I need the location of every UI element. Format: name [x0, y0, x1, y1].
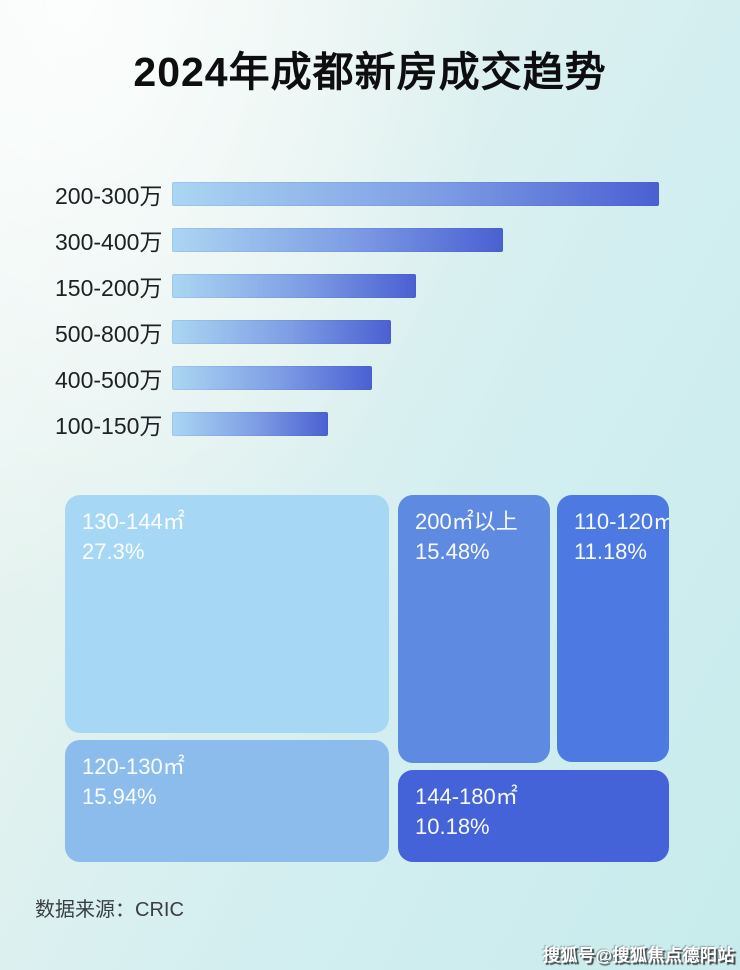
bar-label: 150-200万: [55, 275, 163, 301]
watermark: 搜狐号@搜狐焦点德阳站: [542, 946, 735, 965]
data-source-label: 数据来源：CRIC: [35, 899, 184, 921]
bar: [172, 320, 391, 344]
tile-label: 144-180㎡: [415, 784, 518, 809]
bar-row: 500-800万: [55, 320, 659, 347]
bar-row: 400-500万: [55, 366, 659, 393]
page-title: 2024年成都新房成交趋势: [133, 49, 607, 95]
bar: [172, 412, 328, 436]
bar-label: 400-500万: [55, 367, 163, 393]
bar-label: 200-300万: [55, 183, 163, 209]
tile-label: 200㎡以上: [415, 509, 518, 534]
tile-label: 110-120㎡: [574, 509, 669, 534]
bar-label: 500-800万: [55, 321, 163, 347]
treemap-tile: 110-120㎡ 11.18%: [557, 495, 669, 762]
bar: [172, 182, 659, 206]
tile-percent: 10.18%: [415, 813, 490, 839]
tile-percent: 11.18%: [574, 538, 647, 564]
area-treemap: 130-144㎡ 27.3% 200㎡以上 15.48% 110-120㎡ 11…: [65, 495, 670, 862]
price-range-bar-chart: 200-300万 300-400万 150-200万 500-800万 400-…: [55, 182, 659, 439]
bar-row: 300-400万: [55, 228, 659, 255]
tile-percent: 15.94%: [82, 783, 157, 809]
bar-row: 200-300万: [55, 182, 659, 209]
bar: [172, 366, 372, 390]
bar: [172, 274, 416, 298]
tile-label: 130-144㎡: [82, 509, 185, 534]
treemap-tile: 200㎡以上 15.48%: [398, 495, 550, 763]
bar-row: 100-150万: [55, 412, 659, 439]
treemap-tile: 120-130㎡ 15.94%: [65, 740, 389, 862]
bar-row: 150-200万: [55, 274, 659, 301]
bar: [172, 228, 503, 252]
bar-label: 300-400万: [55, 229, 163, 255]
tile-percent: 27.3%: [82, 538, 145, 564]
tile-percent: 15.48%: [415, 538, 490, 564]
tile-label: 120-130㎡: [82, 754, 185, 779]
treemap-tile: 130-144㎡ 27.3%: [65, 495, 389, 733]
bar-label: 100-150万: [55, 413, 163, 439]
treemap-tile: 144-180㎡ 10.18%: [398, 770, 669, 862]
